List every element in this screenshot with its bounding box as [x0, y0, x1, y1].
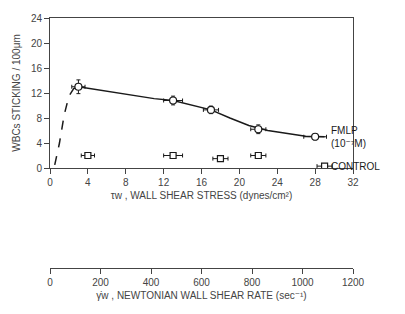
svg-text:FMLP(10⁻⁷M): FMLP(10⁻⁷M) [331, 125, 366, 149]
svg-text:WBCs STICKING / 100μm: WBCs STICKING / 100μm [11, 34, 22, 151]
svg-text:600: 600 [193, 277, 210, 288]
svg-text:4: 4 [85, 177, 91, 188]
svg-text:20: 20 [31, 38, 43, 49]
svg-text:400: 400 [143, 277, 160, 288]
svg-text:4: 4 [36, 138, 42, 149]
svg-text:8: 8 [123, 177, 129, 188]
svg-text:16: 16 [196, 177, 208, 188]
svg-text:0: 0 [47, 277, 53, 288]
svg-text:32: 32 [347, 177, 359, 188]
svg-text:16: 16 [31, 63, 43, 74]
svg-text:γ̇w , NEWTONIAN WALL SHEAR RAT: γ̇w , NEWTONIAN WALL SHEAR RATE (sec⁻¹) [96, 290, 306, 301]
svg-text:200: 200 [92, 277, 109, 288]
svg-text:12: 12 [31, 88, 43, 99]
svg-text:24: 24 [31, 13, 43, 24]
svg-text:1200: 1200 [342, 277, 365, 288]
svg-text:0: 0 [47, 177, 53, 188]
svg-text:24: 24 [272, 177, 284, 188]
svg-text:8: 8 [36, 113, 42, 124]
svg-text:800: 800 [244, 277, 261, 288]
svg-text:12: 12 [158, 177, 170, 188]
svg-text:28: 28 [310, 177, 322, 188]
svg-text:CONTROL: CONTROL [331, 161, 380, 172]
svg-text:τw , WALL SHEAR STRESS (dynes/: τw , WALL SHEAR STRESS (dynes/cm²) [111, 190, 293, 201]
svg-text:1000: 1000 [291, 277, 314, 288]
svg-text:20: 20 [234, 177, 246, 188]
svg-text:0: 0 [36, 163, 42, 174]
